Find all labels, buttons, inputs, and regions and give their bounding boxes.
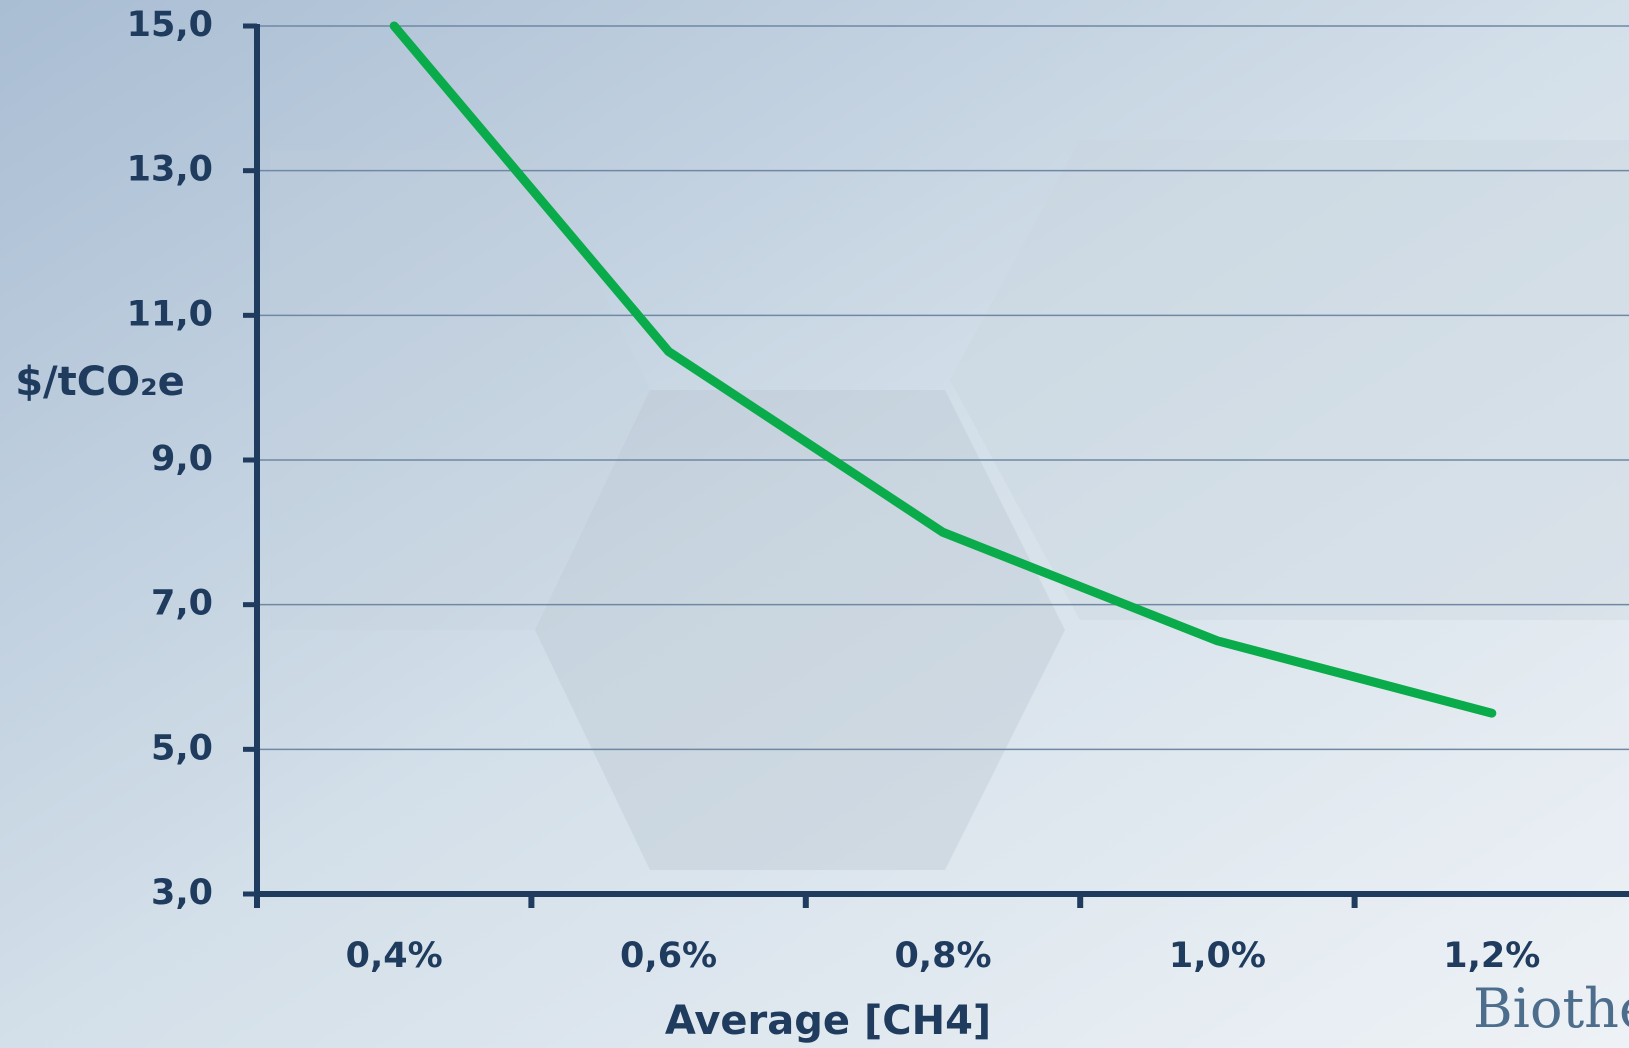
y-axis-title: $/tCO₂e: [15, 359, 185, 405]
page: Biothe $/tCO₂e Average [CH4] 3,0 5,0 7,0 9,…: [0, 0, 1629, 1048]
x-tick-label: 1,2%: [1443, 936, 1540, 976]
y-tick-label: 9,0: [151, 439, 213, 479]
y-tick-label: 7,0: [151, 584, 213, 624]
x-tick-label: 0,6%: [620, 936, 717, 976]
hexagon-decoration: [950, 140, 1629, 620]
watermark: Biothe: [1473, 977, 1629, 1040]
y-tick-label: 15,0: [127, 5, 213, 45]
x-tick-label: 1,0%: [1169, 936, 1266, 976]
y-tick-label: 13,0: [127, 150, 213, 190]
y-tick-label: 11,0: [127, 294, 213, 334]
x-tick-label: 0,4%: [346, 936, 443, 976]
y-tick-label: 5,0: [151, 728, 213, 768]
x-axis-title: Average [CH4]: [665, 998, 991, 1044]
chart: Biothe $/tCO₂e Average [CH4] 3,0 5,0 7,0 9,…: [0, 0, 1629, 1048]
y-tick-label: 3,0: [151, 873, 213, 913]
x-tick-label: 0,8%: [894, 936, 991, 976]
